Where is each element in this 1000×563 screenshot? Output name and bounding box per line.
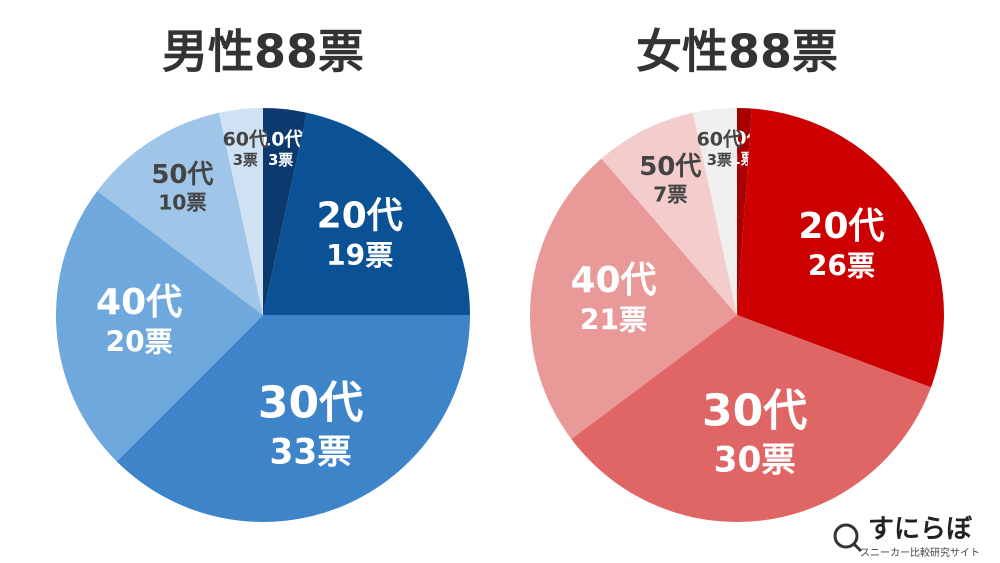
- slice-category-label: 20代: [798, 206, 884, 247]
- slice-value-label: 33票: [269, 432, 351, 472]
- pie-slice: [571, 315, 931, 522]
- logo-tagline: スニーカー比較研究サイト: [860, 546, 980, 559]
- pie-slice: [737, 108, 944, 388]
- slice-value-label: 10票: [158, 190, 206, 214]
- pie-slice: [97, 112, 263, 316]
- pie-slice: [692, 108, 737, 315]
- slice-category-label: 50代: [639, 152, 701, 182]
- pie-slice: [530, 158, 737, 440]
- pie-slice: [263, 108, 308, 315]
- slice-value-label: 26票: [808, 250, 875, 283]
- pie-slice: [116, 315, 470, 522]
- slice-category-label: 10代: [258, 128, 303, 150]
- slice-value-label: 3票: [268, 152, 293, 169]
- pie-slice: [601, 112, 737, 316]
- pie-slice: [737, 108, 752, 315]
- pie-slice: [263, 112, 470, 316]
- pie-slice: [56, 190, 264, 462]
- slice-category-label: 40代: [96, 282, 182, 323]
- slice-category-label: 40代: [570, 260, 656, 301]
- slice-value-label: 3票: [707, 152, 732, 169]
- slice-category-label: 60代: [697, 128, 742, 150]
- slice-category-label: 30代: [702, 386, 807, 437]
- logo-icon-handle: [852, 542, 863, 553]
- slice-value-label: 3票: [233, 152, 258, 169]
- slice-category-label: 20代: [317, 195, 403, 236]
- logo-name: すにらぼ: [868, 515, 973, 545]
- slice-value-label: 21票: [580, 304, 647, 337]
- slice-category-label: 50代: [151, 160, 213, 190]
- logo-icon: [833, 523, 859, 549]
- slice-category-label: 30代: [258, 378, 363, 429]
- slice-value-label: 7票: [653, 183, 687, 207]
- slice-value-label: 30票: [714, 441, 796, 481]
- slice-value-label: 20票: [106, 326, 173, 359]
- chart-title: 男性88票: [162, 25, 364, 79]
- logo: すにらぼ スニーカー比較研究サイト: [833, 515, 980, 559]
- slice-value-label: 19票: [326, 239, 393, 272]
- slice-category-label: 60代: [223, 128, 268, 150]
- chart-title: 女性88票: [636, 25, 838, 79]
- pie-slice: [218, 108, 263, 315]
